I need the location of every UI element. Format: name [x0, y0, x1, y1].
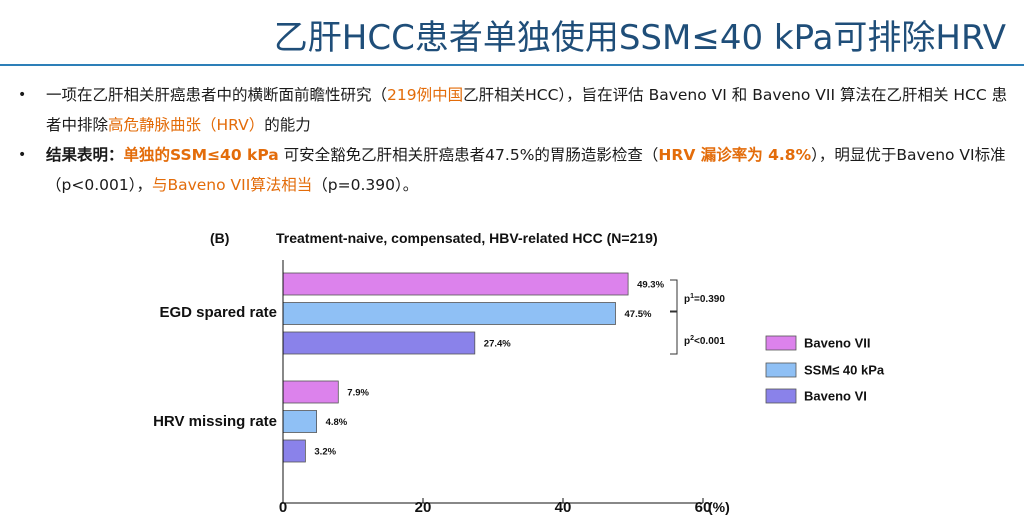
x-axis: 0 20 40 60(%): [279, 260, 730, 516]
bar-value-label: 3.2%: [314, 447, 336, 458]
bar-value-label: 27.4%: [484, 339, 511, 350]
bullet2-text-2: ），明显优于Baveno VI标准（p<0.001），: [46, 146, 1006, 194]
p-value-2: p2<0.001: [684, 335, 725, 347]
chart-container: (B) Treatment-naive, compensated, HBV-re…: [0, 220, 1024, 516]
bar-value-label: 49.3%: [637, 280, 664, 291]
bullet2-text: 可安全豁免乙肝相关肝癌患者47.5%的胃肠造影检查（: [278, 146, 659, 164]
bar-value-label: 7.9%: [347, 388, 369, 399]
bullet2-lead: 结果表明：: [46, 146, 124, 164]
bullet2-highlight-baveno7: 与Baveno VII算法相当: [151, 176, 313, 194]
bar: [282, 410, 317, 433]
bar: [282, 380, 339, 404]
legend: Baveno VII SSM≤ 40 kPa Baveno VI: [765, 335, 885, 404]
bracket-p1: [670, 279, 678, 312]
bullet1-highlight-cohort: 219例中国: [387, 86, 464, 104]
slide-title: 乙肝HCC患者单独使用SSM≤40 kPa可排除HRV: [273, 18, 1006, 58]
panel-label: (B): [210, 230, 229, 246]
legend-label: Baveno VII: [804, 336, 870, 351]
chart-title: Treatment-naive, compensated, HBV-relate…: [276, 230, 658, 246]
bar-value-label: 47.5%: [625, 309, 652, 320]
bar: [282, 439, 306, 463]
bullet-dot: •: [18, 147, 27, 163]
bar: [282, 302, 616, 325]
bullet-item: • 结果表明：单独的SSM≤40 kPa 可安全豁免乙肝相关肝癌患者47.5%的…: [18, 140, 1014, 200]
bar: [282, 331, 476, 355]
bullet-item: • 一项在乙肝相关肝癌患者中的横断面前瞻性研究（219例中国乙肝相关HCC），旨…: [18, 80, 1014, 140]
bars-group: EGD spared rate 49.3% 47.5% 27.4% HRV missin…: [153, 272, 665, 463]
bullet1-text-3: 的能力: [264, 116, 311, 134]
bullet1-text-2: 乙肝相关HCC），旨在评估 Baveno VI 和 Baveno VII 算法在…: [46, 86, 1008, 134]
title-underline: [0, 64, 1024, 66]
bracket-p2: [670, 311, 678, 355]
bar-value-label: 4.8%: [326, 417, 348, 428]
title-bar: 乙肝HCC患者单独使用SSM≤40 kPa可排除HRV: [0, 0, 1024, 72]
x-tick-label: 0: [279, 499, 287, 515]
bullet1-highlight-hrv: 高危静脉曲张（HRV）: [108, 116, 265, 134]
x-tick-label: 20: [415, 499, 432, 515]
legend-label: Baveno VI: [804, 389, 867, 404]
bar-chart: (B) Treatment-naive, compensated, HBV-re…: [153, 230, 885, 516]
bullet2-highlight-ssm: 单独的SSM≤40 kPa: [123, 146, 279, 164]
category-label: HRV missing rate: [153, 413, 277, 430]
legend-swatch: [765, 388, 797, 404]
bar: [282, 272, 629, 296]
legend-swatch: [765, 335, 797, 351]
bullet2-text-3: （p=0.390）。: [312, 176, 419, 194]
p-value-1: p1=0.390: [684, 293, 725, 305]
p-value-annotations: p1=0.390 p2<0.001: [670, 279, 725, 355]
bullet-list: • 一项在乙肝相关肝癌患者中的横断面前瞻性研究（219例中国乙肝相关HCC），旨…: [18, 80, 1014, 200]
category-label: EGD spared rate: [159, 304, 277, 321]
legend-swatch: [765, 362, 797, 378]
x-axis-unit: (%): [708, 499, 730, 515]
bullet2-highlight-missing: HRV 漏诊率为 4.8%: [658, 146, 812, 164]
legend-label: SSM≤ 40 kPa: [804, 363, 885, 378]
bullet-dot: •: [18, 87, 27, 103]
x-tick-label: 60: [695, 499, 712, 515]
x-tick-label: 40: [555, 499, 572, 515]
bullet1-text: 一项在乙肝相关肝癌患者中的横断面前瞻性研究（: [46, 86, 388, 104]
